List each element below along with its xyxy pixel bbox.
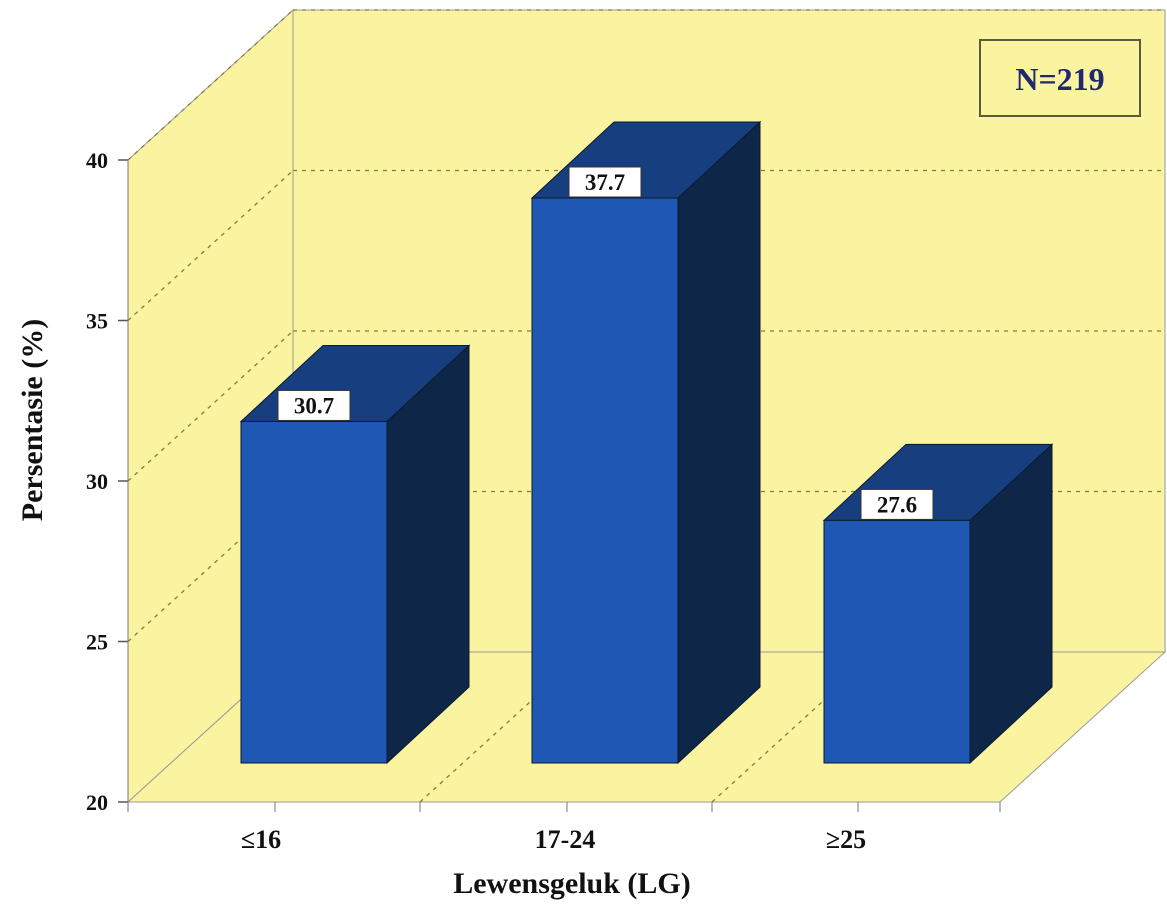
y-tick-label: 25 [86,630,108,655]
bar-front [240,420,388,764]
n-annotation: N=219 [979,39,1141,117]
grid-line-side [127,491,294,642]
y-tick-label: 35 [86,309,108,334]
bar-side [677,120,761,765]
floor-separator [711,701,823,803]
x-category-label: ≥25 [826,825,866,854]
floor-separator [419,701,531,803]
bar-front [531,197,679,764]
data-label: 30.7 [294,393,334,418]
x-category-label: 17-24 [535,825,596,854]
bar-2: 37.7 [530,120,762,765]
bar-1: 30.7 [239,344,471,765]
y-axis-title: Persentasie (%) [16,319,49,521]
grid-line-side [127,170,294,321]
x-axis: ≤16 17-24 ≥25 [127,802,1001,854]
bar-front [823,519,971,764]
data-label: 37.7 [585,170,625,195]
y-axis: 20 25 30 35 40 [86,148,129,815]
data-label-box [860,488,934,520]
bars: 30.7 37.7 27.6 [239,120,1054,765]
grid-line-side [127,9,294,161]
y-tick-label: 30 [86,469,108,494]
n-annotation-text: N=219 [1015,61,1104,97]
y-tick-label: 40 [86,148,108,173]
data-label-box [277,389,351,421]
y-tick-label: 20 [86,790,108,815]
grid-line-side [127,330,294,482]
bar-3: 27.6 [822,443,1054,765]
data-label: 27.6 [877,492,917,517]
data-label-box [568,166,642,198]
x-category-label: ≤16 [241,825,281,854]
n-annotation-box [979,39,1141,117]
x-axis-title: Lewensgeluk (LG) [453,867,691,900]
